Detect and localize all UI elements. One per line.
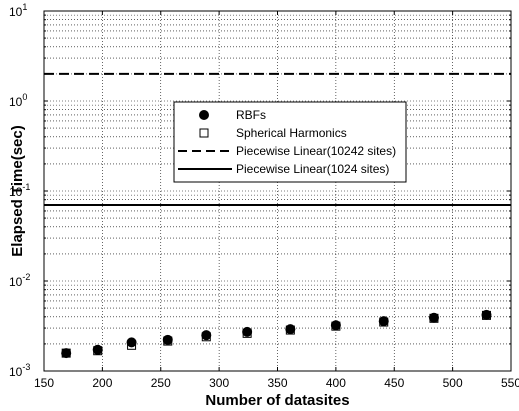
rbf-point: [378, 316, 389, 327]
y-axis-label: Elapsed Time(sec): [9, 125, 26, 256]
x-tick-label: 300: [209, 376, 229, 390]
y-tick-exponent: -3: [22, 362, 30, 372]
y-tick-label: 100: [9, 92, 27, 109]
y-tick-label: 10-3: [9, 362, 30, 379]
y-tick-exponent: -1: [22, 182, 30, 192]
x-tick-label: 450: [384, 376, 404, 390]
x-tick-label: 350: [267, 376, 287, 390]
x-tick-label: 500: [443, 376, 463, 390]
rbf-point: [285, 324, 296, 335]
legend-label: RBFs: [236, 108, 266, 122]
y-tick-label: 101: [9, 2, 27, 19]
rbf-point: [428, 312, 439, 323]
legend-label: Piecewise Linear(1024 sites): [236, 162, 389, 176]
rbf-point: [242, 326, 253, 337]
rbf-point: [61, 348, 72, 359]
y-tick-base: 10: [9, 275, 23, 289]
legend-symbol-rbfs: [199, 110, 209, 120]
x-tick-label: 400: [326, 376, 346, 390]
y-tick-exponent: 1: [22, 2, 27, 12]
legend-label: Piecewise Linear(10242 sites): [236, 144, 396, 158]
x-tick-label: 550: [501, 376, 519, 390]
y-tick-base: 10: [9, 5, 23, 19]
rbf-point: [481, 309, 492, 320]
legend-label: Spherical Harmonics: [236, 126, 347, 140]
x-axis-label: Number of datasites: [205, 392, 349, 409]
y-tick-exponent: 0: [22, 92, 27, 102]
rbf-point: [330, 320, 341, 331]
series-layer: [44, 72, 511, 359]
x-tick-labels: 150 200 250 300 350 400 450 500 550: [34, 376, 519, 390]
x-tick-label: 250: [151, 376, 171, 390]
y-tick-base: 10: [9, 95, 23, 109]
legend-symbol-spherical-harmonics: [199, 128, 209, 138]
y-tick-base: 10: [9, 185, 23, 199]
y-tick-label: 10-2: [9, 272, 30, 289]
y-tick-exponent: -2: [22, 272, 30, 282]
rbf-point: [126, 337, 137, 348]
axis-ticks: [44, 11, 511, 371]
rbf-point: [162, 334, 173, 345]
x-tick-label: 200: [92, 376, 112, 390]
x-tick-label: 150: [34, 376, 54, 390]
y-tick-label: 10-1: [9, 182, 30, 199]
rbf-point: [92, 344, 103, 355]
grid-lines: [44, 11, 511, 371]
legend: RBFs Spherical Harmonics Piecewise Linear(…: [173, 101, 407, 183]
y-tick-base: 10: [9, 365, 23, 379]
rbf-point: [201, 330, 212, 341]
